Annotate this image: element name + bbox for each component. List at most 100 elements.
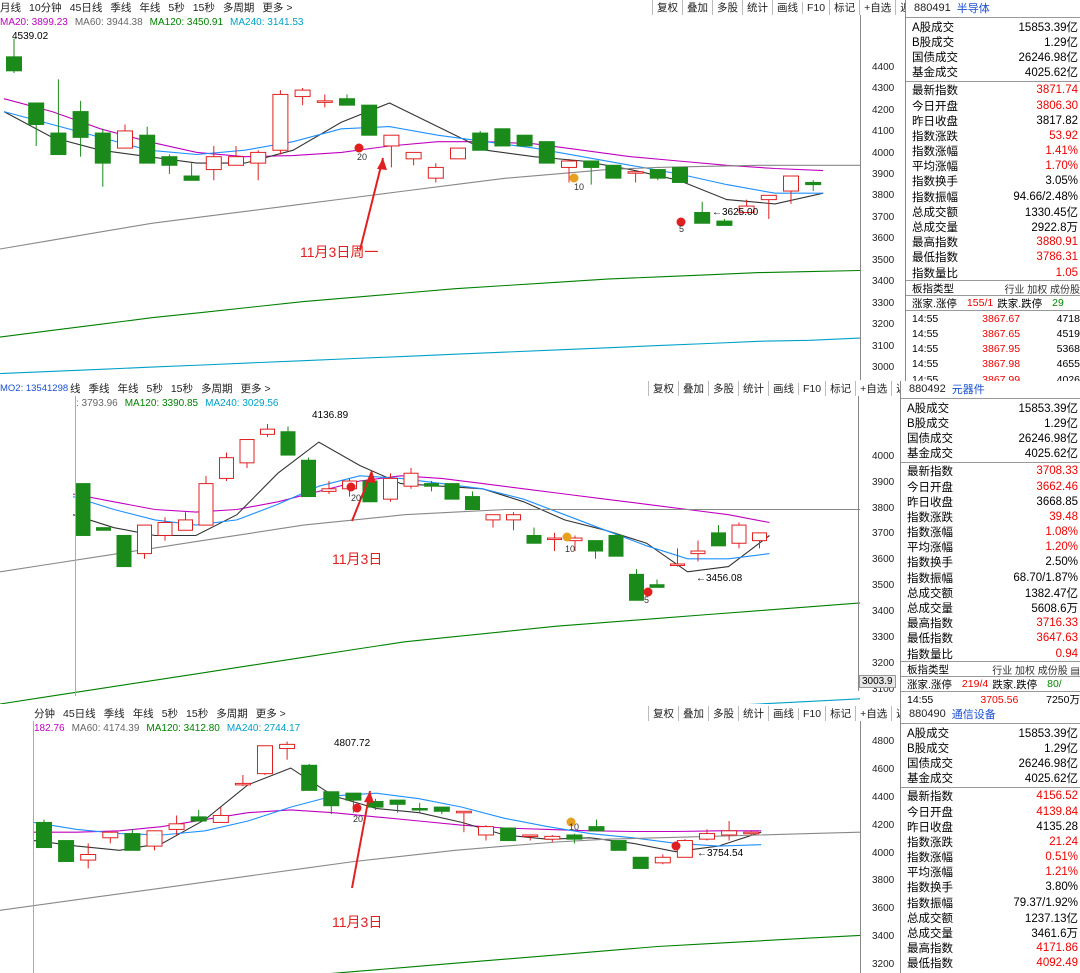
candle[interactable] <box>257 745 273 775</box>
candle[interactable] <box>538 141 555 164</box>
period-button[interactable]: 季线 <box>88 383 110 395</box>
candle[interactable] <box>96 527 111 531</box>
candle[interactable] <box>190 816 207 822</box>
candle[interactable] <box>316 100 333 103</box>
toolbar-button[interactable]: 复权 <box>648 381 678 396</box>
candle[interactable] <box>50 132 67 156</box>
candle[interactable] <box>168 823 185 830</box>
period-button[interactable]: 多周期 <box>216 708 248 720</box>
candle[interactable] <box>738 205 755 214</box>
toolbar-button[interactable]: +自选 <box>855 381 891 396</box>
candle[interactable] <box>478 826 494 836</box>
period-button[interactable]: 年线 <box>132 708 154 720</box>
candle[interactable] <box>321 488 337 492</box>
candle[interactable] <box>654 856 671 864</box>
candle[interactable] <box>716 220 733 226</box>
candle[interactable] <box>561 160 577 168</box>
candle[interactable] <box>721 830 738 836</box>
period-button[interactable]: 线 <box>70 383 81 395</box>
period-button[interactable]: 多周期 <box>222 2 255 14</box>
toolbar-button[interactable]: 标记 <box>825 381 855 396</box>
candle[interactable] <box>137 524 152 555</box>
candle[interactable] <box>345 792 362 801</box>
candle[interactable] <box>116 534 132 568</box>
index-name[interactable]: 元器件 <box>951 384 985 396</box>
candle[interactable] <box>544 835 561 840</box>
toolbar-button[interactable]: 叠加 <box>682 0 712 15</box>
toolbar-button[interactable]: 多股 <box>708 381 738 396</box>
candle[interactable] <box>117 130 133 149</box>
candle[interactable] <box>455 810 472 814</box>
candle[interactable] <box>427 166 444 179</box>
candle[interactable] <box>694 212 711 224</box>
candle[interactable] <box>294 89 311 98</box>
candle[interactable] <box>583 160 600 168</box>
candle[interactable] <box>339 98 355 106</box>
period-button[interactable]: 5秒 <box>161 708 179 720</box>
candle[interactable] <box>212 814 229 823</box>
candle[interactable] <box>433 806 450 812</box>
candle[interactable] <box>494 128 511 147</box>
candle[interactable] <box>198 483 214 526</box>
candle[interactable] <box>444 483 460 500</box>
index-name[interactable]: 半导体 <box>956 3 990 15</box>
candle[interactable] <box>605 164 622 179</box>
candle[interactable] <box>28 102 45 125</box>
candle[interactable] <box>676 840 693 858</box>
toolbar-button[interactable]: 叠加 <box>678 706 708 721</box>
toolbar-button[interactable]: 标记 <box>825 706 855 721</box>
candle[interactable] <box>279 743 296 750</box>
candle[interactable] <box>157 521 173 536</box>
candle[interactable] <box>672 166 688 183</box>
candle[interactable] <box>516 134 533 147</box>
period-button[interactable]: 季线 <box>103 708 125 720</box>
candle[interactable] <box>80 854 97 861</box>
candle[interactable] <box>805 181 822 186</box>
candle[interactable] <box>526 534 542 544</box>
toolbar-button[interactable]: 复权 <box>648 706 678 721</box>
toolbar-button[interactable]: F10 <box>802 1 829 14</box>
candle[interactable] <box>610 840 627 851</box>
candle[interactable] <box>450 147 466 160</box>
candle[interactable] <box>632 856 649 869</box>
toolbar-button[interactable]: 返回 <box>895 0 905 15</box>
candle[interactable] <box>711 532 726 547</box>
candle[interactable] <box>731 524 747 544</box>
toolbar-button[interactable]: 画线 <box>772 0 802 15</box>
toolbar-button[interactable]: +自选 <box>855 706 891 721</box>
toolbar-button[interactable]: 统计 <box>738 706 768 721</box>
candle[interactable] <box>205 156 222 171</box>
toolbar-button[interactable]: 标记 <box>829 0 859 15</box>
candlestick-chart[interactable] <box>0 411 860 704</box>
candle[interactable] <box>161 156 178 166</box>
candle[interactable] <box>124 833 141 851</box>
candlestick-chart[interactable] <box>0 736 860 973</box>
toolbar-button[interactable]: F10 <box>798 382 825 395</box>
candle[interactable] <box>522 834 539 837</box>
candle[interactable] <box>566 834 583 840</box>
toolbar-button[interactable]: 多股 <box>712 0 742 15</box>
toolbar-button[interactable]: 复权 <box>652 0 682 15</box>
period-button[interactable]: 年线 <box>117 383 139 395</box>
period-button[interactable]: 更多 > <box>240 383 271 395</box>
candle[interactable] <box>219 457 234 479</box>
candle[interactable] <box>389 799 406 805</box>
candle[interactable] <box>234 782 251 786</box>
candle[interactable] <box>649 584 665 588</box>
period-button[interactable]: 5秒 <box>146 383 163 395</box>
candle[interactable] <box>75 483 91 536</box>
candle[interactable] <box>472 132 489 151</box>
candle[interactable] <box>301 459 316 498</box>
candle[interactable] <box>94 132 111 164</box>
candle[interactable] <box>301 764 318 791</box>
candle[interactable] <box>485 514 501 521</box>
candle[interactable] <box>403 472 419 487</box>
period-button[interactable]: 多周期 <box>201 383 233 395</box>
toolbar-button[interactable]: 叠加 <box>678 381 708 396</box>
candle[interactable] <box>547 537 562 541</box>
period-button[interactable]: 年线 <box>139 2 161 14</box>
index-name[interactable]: 通信设备 <box>951 709 996 721</box>
period-button[interactable]: 45日线 <box>63 708 96 720</box>
candle[interactable] <box>72 111 89 138</box>
toolbar-button[interactable]: 多股 <box>708 706 738 721</box>
